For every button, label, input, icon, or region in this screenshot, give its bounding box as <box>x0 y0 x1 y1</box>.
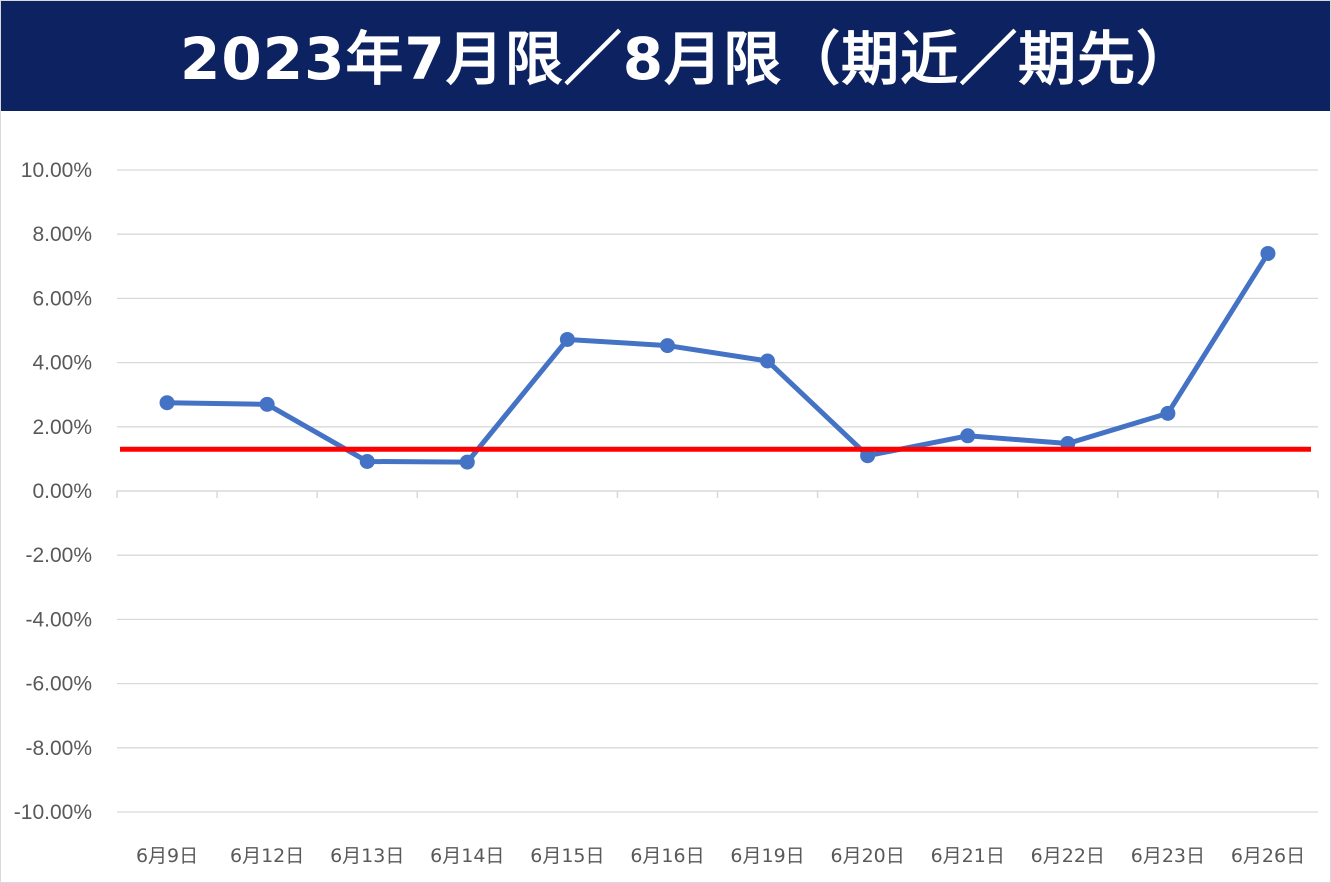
y-tick-label: 0.00% <box>32 480 92 503</box>
y-tick-label: 8.00% <box>32 223 92 246</box>
x-tick-label: 6月12日 <box>230 845 304 867</box>
x-tick-label: 6月15日 <box>530 845 604 867</box>
x-tick-label: 6月19日 <box>730 845 804 867</box>
x-tick-label: 6月21日 <box>931 845 1005 867</box>
data-point <box>960 428 976 444</box>
data-point <box>559 331 575 347</box>
x-tick-label: 6月20日 <box>830 845 904 867</box>
title-banner: 2023年7月限／8月限（期近／期先） <box>1 1 1330 111</box>
data-point <box>760 353 776 369</box>
data-point <box>459 454 475 470</box>
data-point <box>659 338 675 354</box>
y-tick-label: -10.00% <box>14 801 92 824</box>
y-tick-label: -8.00% <box>25 737 92 760</box>
y-tick-label: -2.00% <box>25 544 92 567</box>
x-tick-label: 6月13日 <box>330 845 404 867</box>
series-line <box>167 252 1271 465</box>
x-tick-label: 6月26日 <box>1231 845 1305 867</box>
y-tick-label: 6.00% <box>32 287 92 310</box>
x-tick-label: 6月23日 <box>1131 845 1205 867</box>
data-point <box>259 396 275 412</box>
data-point <box>1260 245 1276 261</box>
x-tick-label: 6月22日 <box>1031 845 1105 867</box>
y-tick-label: -6.00% <box>25 673 92 696</box>
x-tick-label: 6月14日 <box>430 845 504 867</box>
chart-title: 2023年7月限／8月限（期近／期先） <box>180 25 1196 93</box>
x-tick-label: 6月9日 <box>136 845 198 867</box>
y-tick-label: 10.00% <box>21 159 92 182</box>
y-tick-label: 2.00% <box>32 416 92 439</box>
data-point <box>159 395 175 411</box>
x-tick-label: 6月16日 <box>630 845 704 867</box>
y-tick-label: -4.00% <box>25 608 92 631</box>
data-point <box>860 448 876 464</box>
y-tick-label: 4.00% <box>32 352 92 375</box>
data-point <box>1160 405 1176 421</box>
data-point <box>359 453 375 469</box>
